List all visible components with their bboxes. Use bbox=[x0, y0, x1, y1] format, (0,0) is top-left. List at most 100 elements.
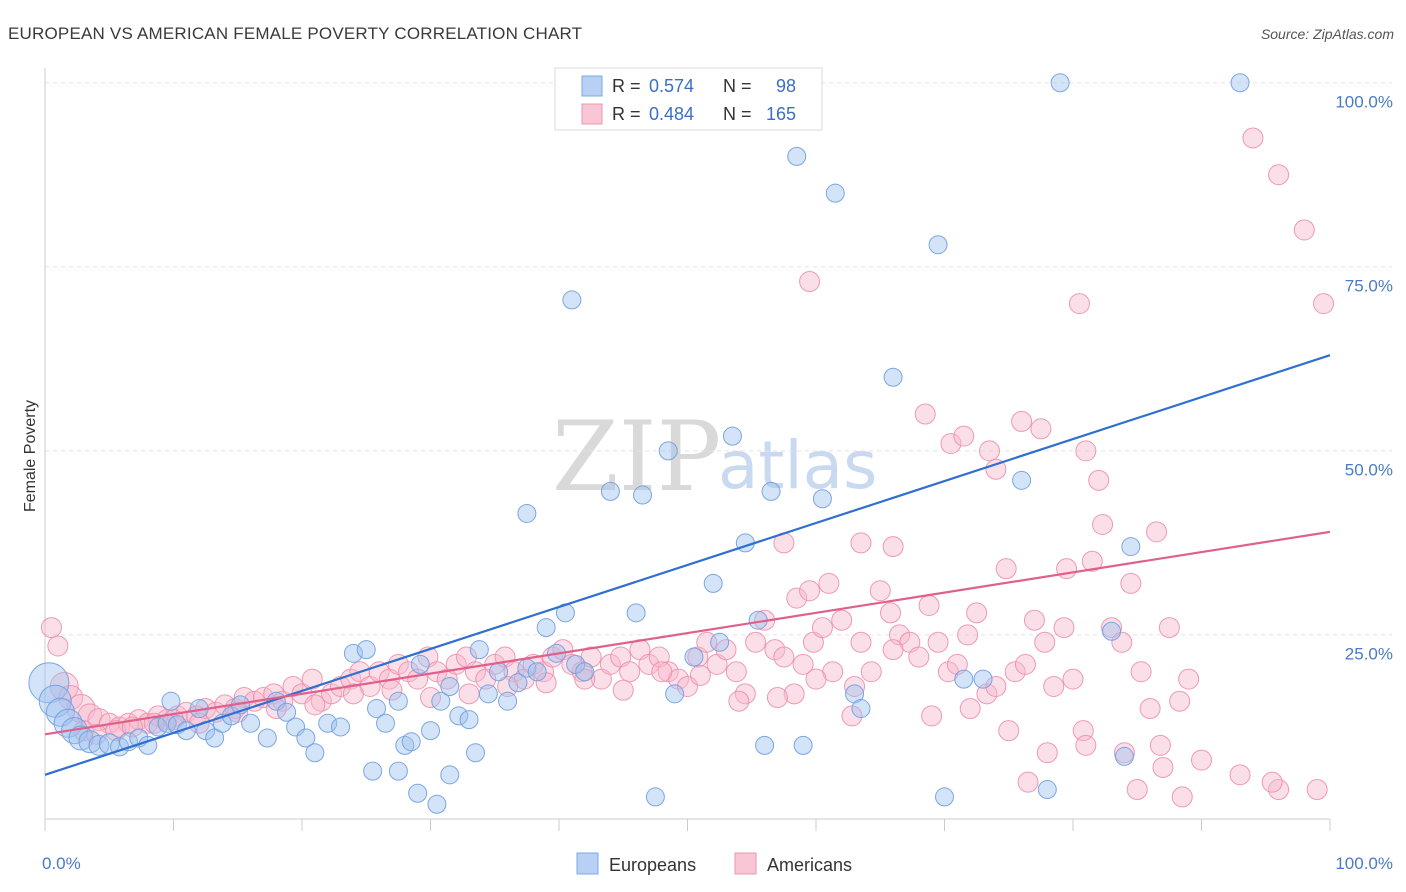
americans-point-98 bbox=[976, 683, 998, 705]
europeans-point-86 bbox=[1050, 73, 1070, 93]
europeans-point-60 bbox=[408, 783, 428, 803]
americans-point-140 bbox=[728, 690, 750, 712]
americans-point-1 bbox=[47, 635, 69, 657]
legend-r-label-americans: R = bbox=[612, 104, 641, 124]
americans-point-174 bbox=[1056, 558, 1078, 580]
europeans-point-65 bbox=[562, 290, 582, 310]
europeans-point-95 bbox=[710, 632, 730, 652]
americans-point-146 bbox=[959, 698, 981, 720]
americans-point-114 bbox=[1130, 661, 1152, 683]
europeans-point-67 bbox=[633, 485, 653, 505]
europeans-point-81 bbox=[935, 787, 954, 807]
americans-point-144 bbox=[882, 639, 904, 661]
europeans-point-68 bbox=[658, 441, 678, 461]
americans-point-55 bbox=[561, 653, 583, 675]
europeans-point-63 bbox=[465, 743, 485, 763]
americans-point-72 bbox=[725, 661, 747, 683]
americans-point-109 bbox=[1081, 550, 1103, 572]
y-axis-label: Female Poverty bbox=[22, 400, 39, 512]
americans-point-170 bbox=[978, 440, 1000, 462]
europeans-point-90 bbox=[1230, 73, 1250, 93]
europeans-point-96 bbox=[755, 735, 775, 755]
europeans-point-33 bbox=[343, 643, 363, 663]
americans-point-99 bbox=[985, 675, 1007, 697]
europeans-point-47 bbox=[478, 684, 498, 704]
europeans-point-37 bbox=[388, 691, 408, 711]
americans-point-92 bbox=[918, 594, 940, 616]
americans-point-87 bbox=[869, 580, 891, 602]
europeans-point-84 bbox=[1012, 470, 1032, 490]
americans-point-142 bbox=[805, 668, 827, 690]
series-europeans-points bbox=[28, 73, 1250, 814]
americans-point-155 bbox=[1306, 779, 1328, 801]
legend-n-label-americans: N = bbox=[723, 104, 752, 124]
americans-point-147 bbox=[998, 720, 1020, 742]
americans-point-95 bbox=[946, 653, 968, 675]
americans-point-151 bbox=[1152, 756, 1174, 778]
americans-point-103 bbox=[1023, 609, 1045, 631]
americans-point-93 bbox=[927, 631, 949, 653]
europeans-point-48 bbox=[489, 662, 509, 682]
americans-point-106 bbox=[1053, 617, 1075, 639]
europeans-point-62 bbox=[440, 765, 460, 785]
americans-point-158 bbox=[1171, 786, 1193, 808]
legend-r-label-europeans: R = bbox=[612, 76, 641, 96]
americans-point-118 bbox=[1169, 690, 1191, 712]
americans-point-168 bbox=[940, 433, 962, 454]
americans-point-117 bbox=[1158, 617, 1180, 639]
y-tick-label-0: 25.0% bbox=[1345, 645, 1393, 664]
x-tick-labels: 0.0% 100.0% bbox=[42, 854, 1393, 873]
europeans-point-29 bbox=[296, 728, 316, 748]
y-tick-labels: 25.0% 50.0% 75.0% 100.0% bbox=[1335, 93, 1393, 664]
americans-point-136 bbox=[574, 668, 596, 690]
americans-point-166 bbox=[799, 271, 821, 293]
americans-point-63 bbox=[638, 653, 660, 675]
europeans-point-44 bbox=[449, 706, 469, 726]
americans-point-167 bbox=[914, 403, 936, 425]
americans-point-96 bbox=[957, 624, 979, 646]
americans-point-0 bbox=[40, 617, 62, 639]
europeans-point-58 bbox=[363, 761, 383, 781]
americans-point-164 bbox=[850, 532, 872, 554]
europeans-point-35 bbox=[367, 699, 387, 719]
chart-source: Source: ZipAtlas.com bbox=[1261, 26, 1394, 42]
x-ticks bbox=[44, 819, 1331, 831]
grid bbox=[45, 82, 1392, 636]
americans-point-77 bbox=[773, 646, 795, 668]
bottom-legend-label-europeans: Europeans bbox=[609, 855, 696, 875]
americans-point-139 bbox=[689, 664, 711, 686]
americans-point-152 bbox=[1191, 749, 1212, 771]
americans-point-79 bbox=[792, 653, 814, 675]
europeans-point-89 bbox=[1114, 746, 1134, 766]
americans-point-182 bbox=[1068, 293, 1090, 315]
americans-point-176 bbox=[1088, 469, 1110, 491]
europeans-point-97 bbox=[793, 735, 813, 755]
americans-point-149 bbox=[1075, 734, 1097, 756]
americans-point-129 bbox=[304, 694, 326, 716]
legend-swatch-europeans bbox=[581, 75, 603, 97]
europeans-point-88 bbox=[1121, 537, 1141, 557]
americans-point-173 bbox=[1030, 418, 1052, 440]
bottom-legend-swatch-americans bbox=[734, 852, 757, 875]
americans-point-76 bbox=[764, 639, 786, 661]
europeans-point-70 bbox=[722, 426, 742, 446]
americans-point-126 bbox=[188, 712, 210, 734]
americans-point-132 bbox=[420, 687, 441, 709]
europeans-point-52 bbox=[527, 662, 547, 682]
europeans-point-64 bbox=[517, 503, 537, 523]
americans-point-141 bbox=[766, 687, 788, 709]
americans-point-171 bbox=[985, 458, 1007, 480]
americans-point-104 bbox=[1034, 631, 1056, 653]
europeans-point-83 bbox=[973, 669, 993, 689]
europeans-point-31 bbox=[318, 713, 338, 733]
americans-point-101 bbox=[1004, 661, 1026, 683]
europeans-trend-line bbox=[44, 354, 1331, 776]
bottom-legend-label-americans: Americans bbox=[767, 855, 852, 875]
europeans-point-20 bbox=[205, 728, 225, 748]
americans-point-172 bbox=[1011, 410, 1033, 432]
americans-point-156 bbox=[1017, 771, 1039, 793]
americans-point-78 bbox=[783, 683, 805, 705]
europeans-point-61 bbox=[427, 794, 447, 814]
y-tick-label-1: 50.0% bbox=[1345, 461, 1393, 480]
europeans-point-82 bbox=[954, 669, 974, 689]
